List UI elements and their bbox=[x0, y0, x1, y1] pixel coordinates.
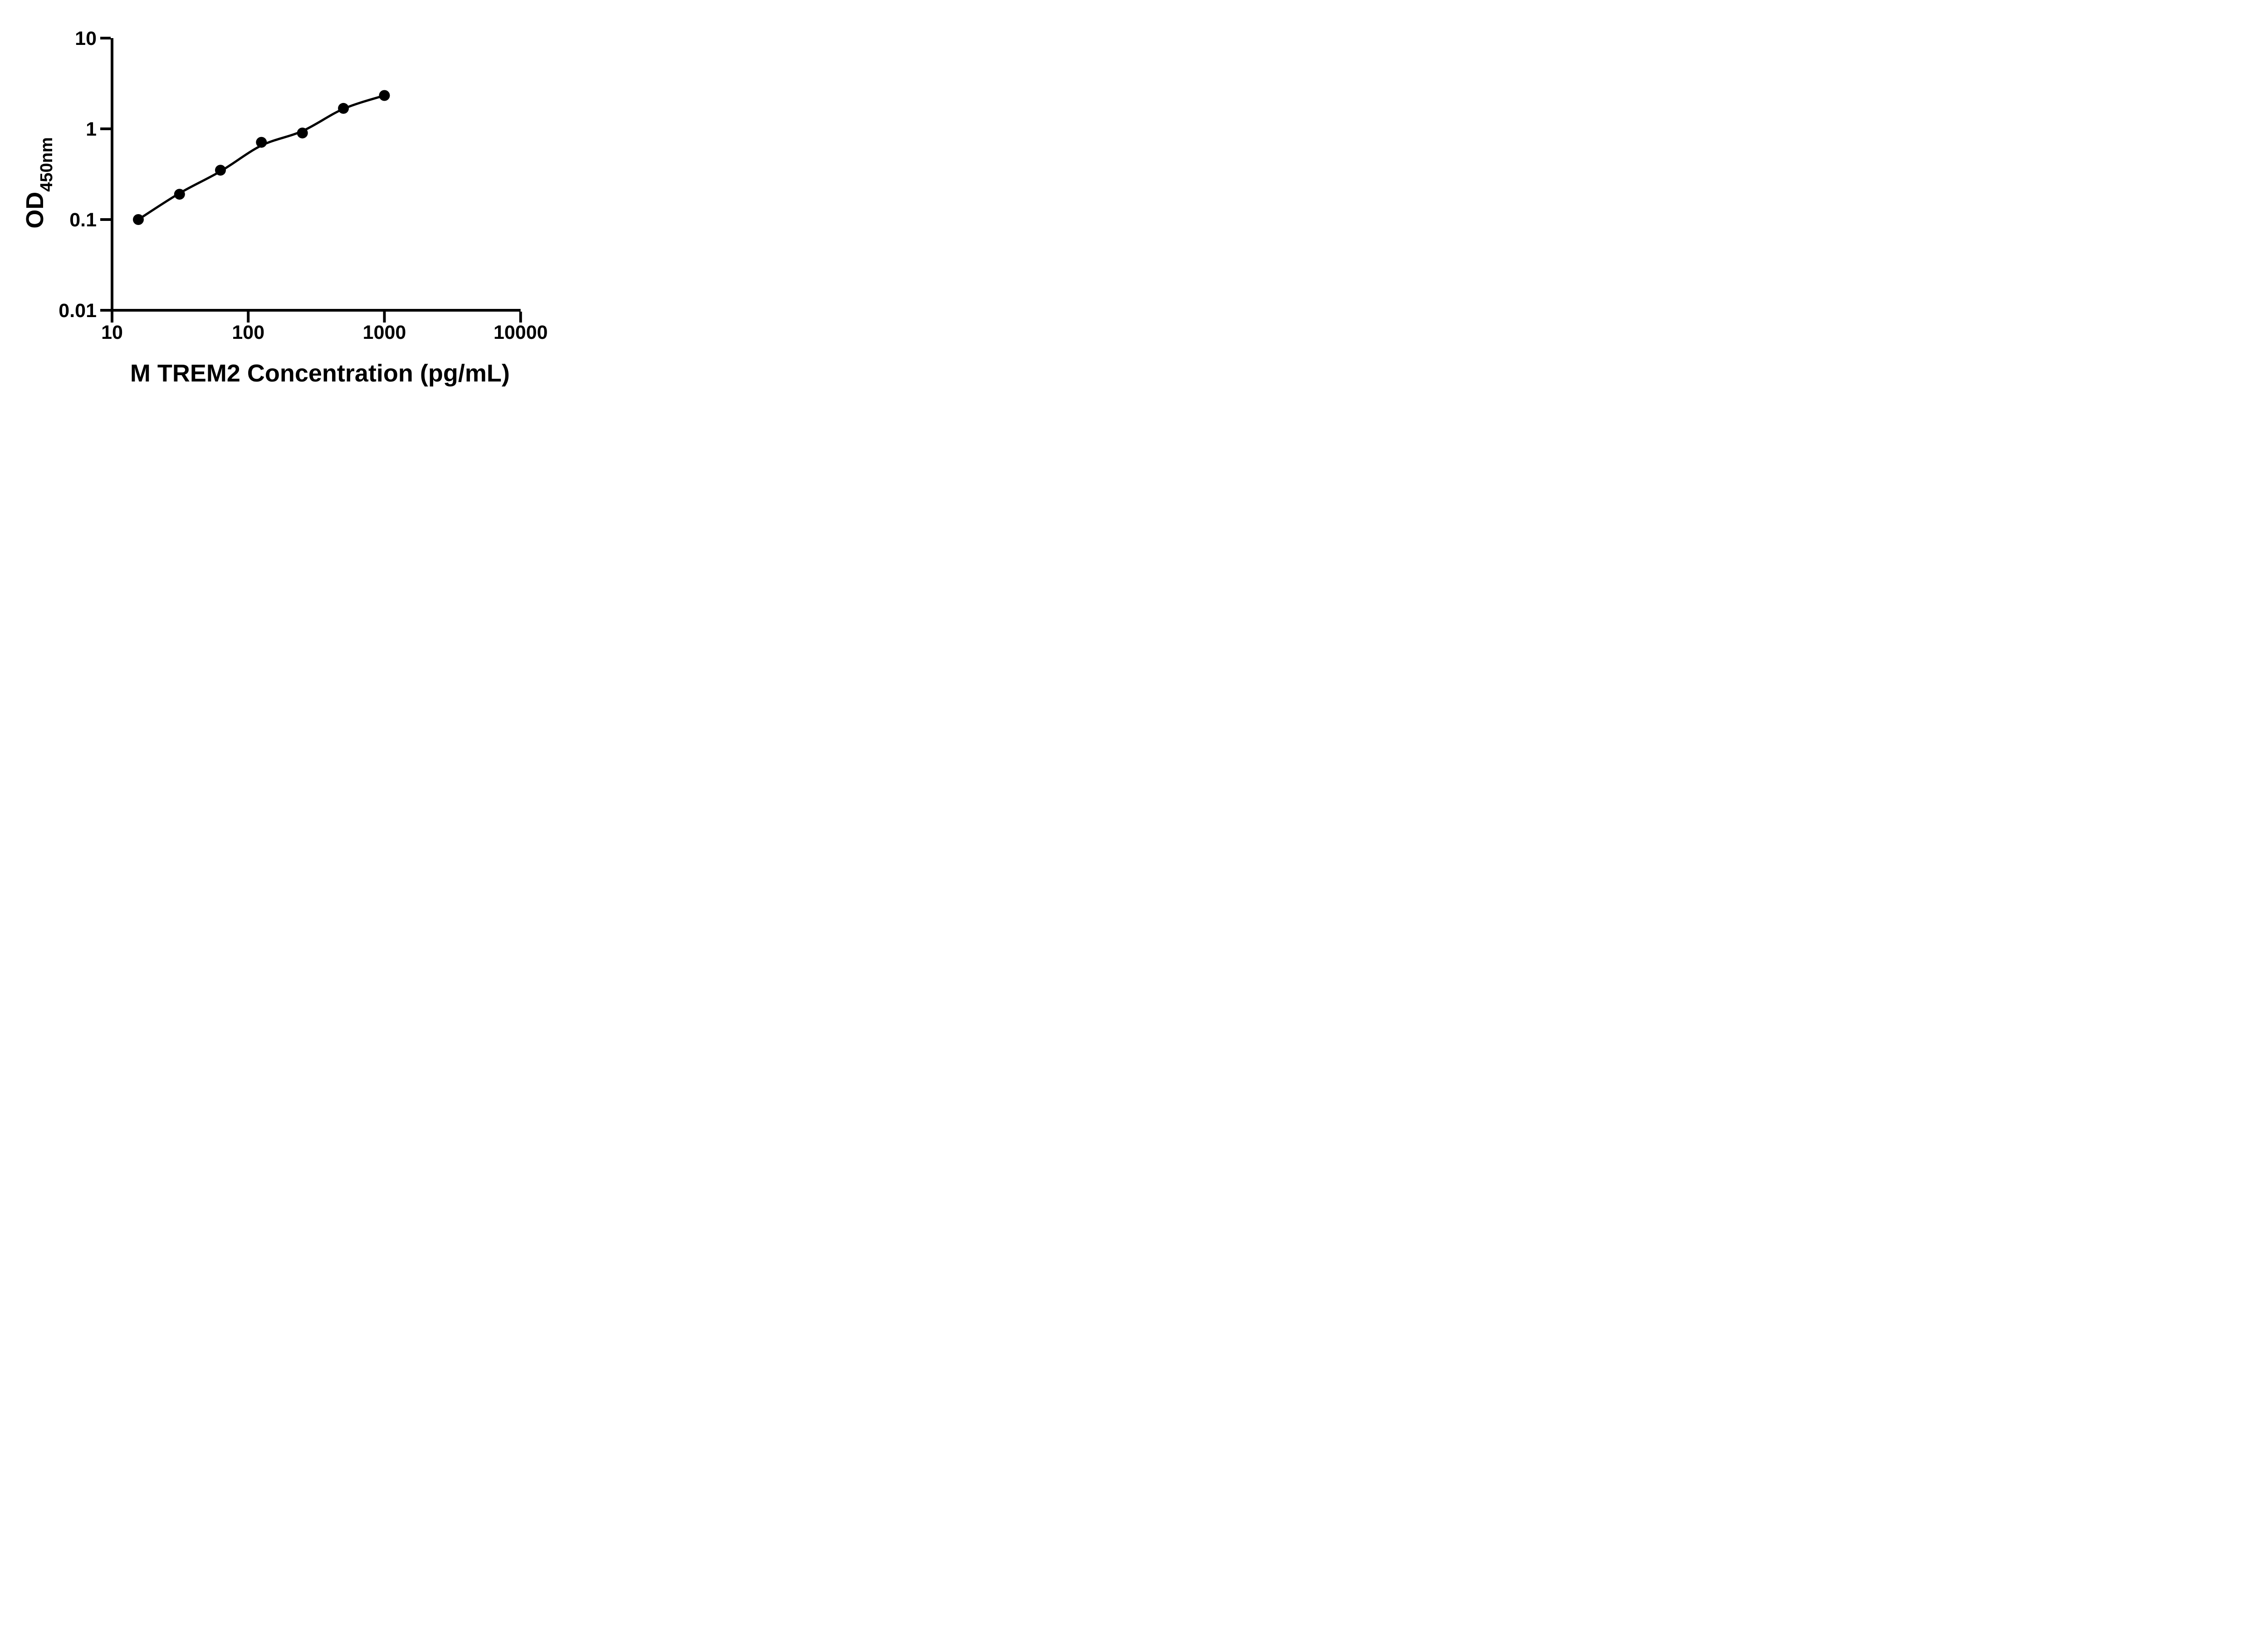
x-tick-label: 100 bbox=[232, 322, 264, 343]
data-point bbox=[215, 165, 226, 176]
data-point bbox=[256, 137, 267, 148]
y-axis-title: OD450nm bbox=[21, 137, 56, 228]
data-point bbox=[338, 103, 349, 114]
standard-curve-figure: 10 1 0.1 0.01 10 100 1000 10000 M TREM2 Concentr… bbox=[0, 0, 583, 408]
y-tick-label: 10 bbox=[75, 28, 97, 49]
axis-spine bbox=[111, 38, 521, 312]
data-point bbox=[133, 214, 144, 225]
fit-curve bbox=[137, 94, 386, 221]
x-tick-label: 10000 bbox=[494, 322, 548, 343]
x-tick-label: 1000 bbox=[363, 322, 406, 343]
data-point bbox=[174, 189, 185, 200]
y-tick-label: 0.01 bbox=[59, 300, 97, 322]
data-point bbox=[297, 127, 308, 139]
y-tick-label: 0.1 bbox=[69, 209, 97, 231]
data-point bbox=[379, 90, 390, 101]
y-tick-label: 1 bbox=[86, 118, 97, 140]
x-tick-label: 10 bbox=[101, 322, 123, 343]
x-axis-title: M TREM2 Concentration (pg/mL) bbox=[130, 360, 510, 387]
